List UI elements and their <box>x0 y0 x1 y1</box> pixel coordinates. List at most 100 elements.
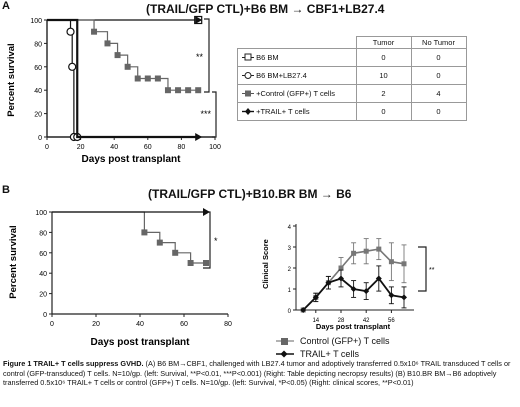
table-row: B6 BM 0 0 <box>237 48 467 67</box>
y-tick-label: 0 <box>288 309 292 315</box>
series-line <box>47 19 78 138</box>
table-cell-tumor: 2 <box>355 84 412 103</box>
x-tick-label: 60 <box>144 144 152 151</box>
sig-label-1: ** <box>196 52 204 62</box>
y-tick-label: 40 <box>39 271 47 278</box>
table-header-tumor: Tumor <box>355 36 412 49</box>
y-tick-label: 60 <box>34 65 42 72</box>
data-point <box>325 279 332 286</box>
y-tick-label: 80 <box>34 41 42 48</box>
sig-bracket-1 <box>204 18 210 93</box>
y-tick-label: 4 <box>288 225 292 231</box>
panel-b-title: (TRAIL/GFP CTL)+B10.BR BM → B6 <box>148 187 352 201</box>
table-cell-tumor: 0 <box>355 48 412 67</box>
data-point <box>338 265 344 271</box>
x-tick-label: 20 <box>92 321 100 328</box>
data-point <box>124 63 131 70</box>
table-row: +Control (GFP+) T cells 2 4 <box>237 84 467 103</box>
data-point <box>114 52 121 59</box>
data-point <box>312 294 319 301</box>
series-line <box>52 211 206 264</box>
y-tick-label: 100 <box>35 210 47 217</box>
x-tick-label: 14 <box>312 318 319 324</box>
data-point <box>388 259 394 265</box>
table-cell-no-tumor: 0 <box>410 48 467 67</box>
y-tick-label: 2 <box>288 267 292 273</box>
table-header-row: Tumor No Tumor <box>238 36 467 49</box>
panel-b-survival-chart: Percent survival Days post transplant * … <box>8 208 232 348</box>
data-point <box>401 261 407 267</box>
data-point <box>144 75 151 82</box>
y-tick-label: 60 <box>39 251 47 258</box>
table-row-label: B6 BM <box>256 52 279 62</box>
data-point <box>185 87 192 94</box>
data-point <box>104 40 111 47</box>
x-tick-label: 0 <box>45 144 49 151</box>
data-point <box>388 292 395 299</box>
data-point <box>164 87 171 94</box>
data-point <box>401 294 407 301</box>
legend-item: TRAIL+ T cells <box>276 347 389 360</box>
panel-b-letter: B <box>2 184 10 196</box>
data-point <box>141 229 148 236</box>
data-point <box>338 275 344 282</box>
sig-bracket <box>203 211 211 269</box>
data-point <box>91 28 98 35</box>
table-row-label: +Control (GFP+) T cells <box>256 88 336 98</box>
axis-x-label: Days post transplant <box>91 337 191 348</box>
data-point <box>350 286 357 292</box>
table-header-no-tumor: No Tumor <box>410 36 467 49</box>
y-tick-label: 20 <box>39 292 47 299</box>
y-tick-label: 0 <box>43 312 47 319</box>
data-point <box>187 260 194 266</box>
y-tick-label: 3 <box>288 246 292 252</box>
y-tick-label: 40 <box>34 88 42 95</box>
panel-a-letter: A <box>2 0 10 12</box>
data-point <box>375 275 382 282</box>
necropsy-table-container: Tumor No Tumor B6 BM 0 0 B6 BM+LB27.4 10… <box>237 36 467 121</box>
legend-gray-square-icon <box>276 336 296 346</box>
axis-x-label: Days post transplant <box>316 322 391 331</box>
legend-marker-open-circle-icon <box>242 71 254 80</box>
x-tick-label: 42 <box>363 318 370 324</box>
y-tick-label: 100 <box>30 18 42 25</box>
legend-diamond-icon <box>276 349 296 359</box>
data-point <box>195 133 203 141</box>
table-row: B6 BM+LB27.4 10 0 <box>237 66 467 85</box>
table-cell-no-tumor: 0 <box>410 66 467 85</box>
sig-bracket-2 <box>212 91 217 138</box>
table-cell-tumor: 0 <box>355 102 412 121</box>
data-point <box>66 27 75 36</box>
legend-marker-diamond-icon <box>242 107 254 116</box>
data-point <box>203 260 209 266</box>
sig-bracket <box>418 246 427 292</box>
data-point <box>300 307 307 313</box>
y-tick-label: 1 <box>288 288 292 294</box>
data-point <box>156 239 163 246</box>
data-point <box>68 62 77 71</box>
table-cell-no-tumor: 0 <box>410 102 467 121</box>
data-point <box>172 249 179 256</box>
data-point <box>376 246 382 252</box>
data-point <box>363 248 369 254</box>
panel-a-title: (TRAIL/GFP CTL)+B6 BM → CBF1+LB27.4 <box>146 2 385 16</box>
x-tick-label: 100 <box>209 144 221 151</box>
legend-marker-open-square-icon <box>242 53 254 62</box>
table-header-blank <box>238 37 357 49</box>
axis-y-label: Percent survival <box>8 225 19 298</box>
data-point <box>203 208 210 216</box>
y-tick-label: 80 <box>39 230 47 237</box>
series-line <box>47 18 199 139</box>
y-tick-label: 0 <box>38 135 42 142</box>
axis-y-label: Percent survival <box>6 43 17 116</box>
panel-b-clinical-score-chart: Clinical Score Days post transplant ** 0… <box>261 224 435 331</box>
axis-y-label: Clinical Score <box>261 239 270 289</box>
x-tick-label: 20 <box>77 144 85 151</box>
legend-label: Control (GFP+) T cells <box>300 335 390 346</box>
y-tick-label: 20 <box>34 112 42 119</box>
data-point <box>134 75 141 82</box>
sig-label: ** <box>429 267 435 274</box>
data-point <box>154 75 161 82</box>
table-row-label: +TRAIL+ T cells <box>256 106 310 116</box>
